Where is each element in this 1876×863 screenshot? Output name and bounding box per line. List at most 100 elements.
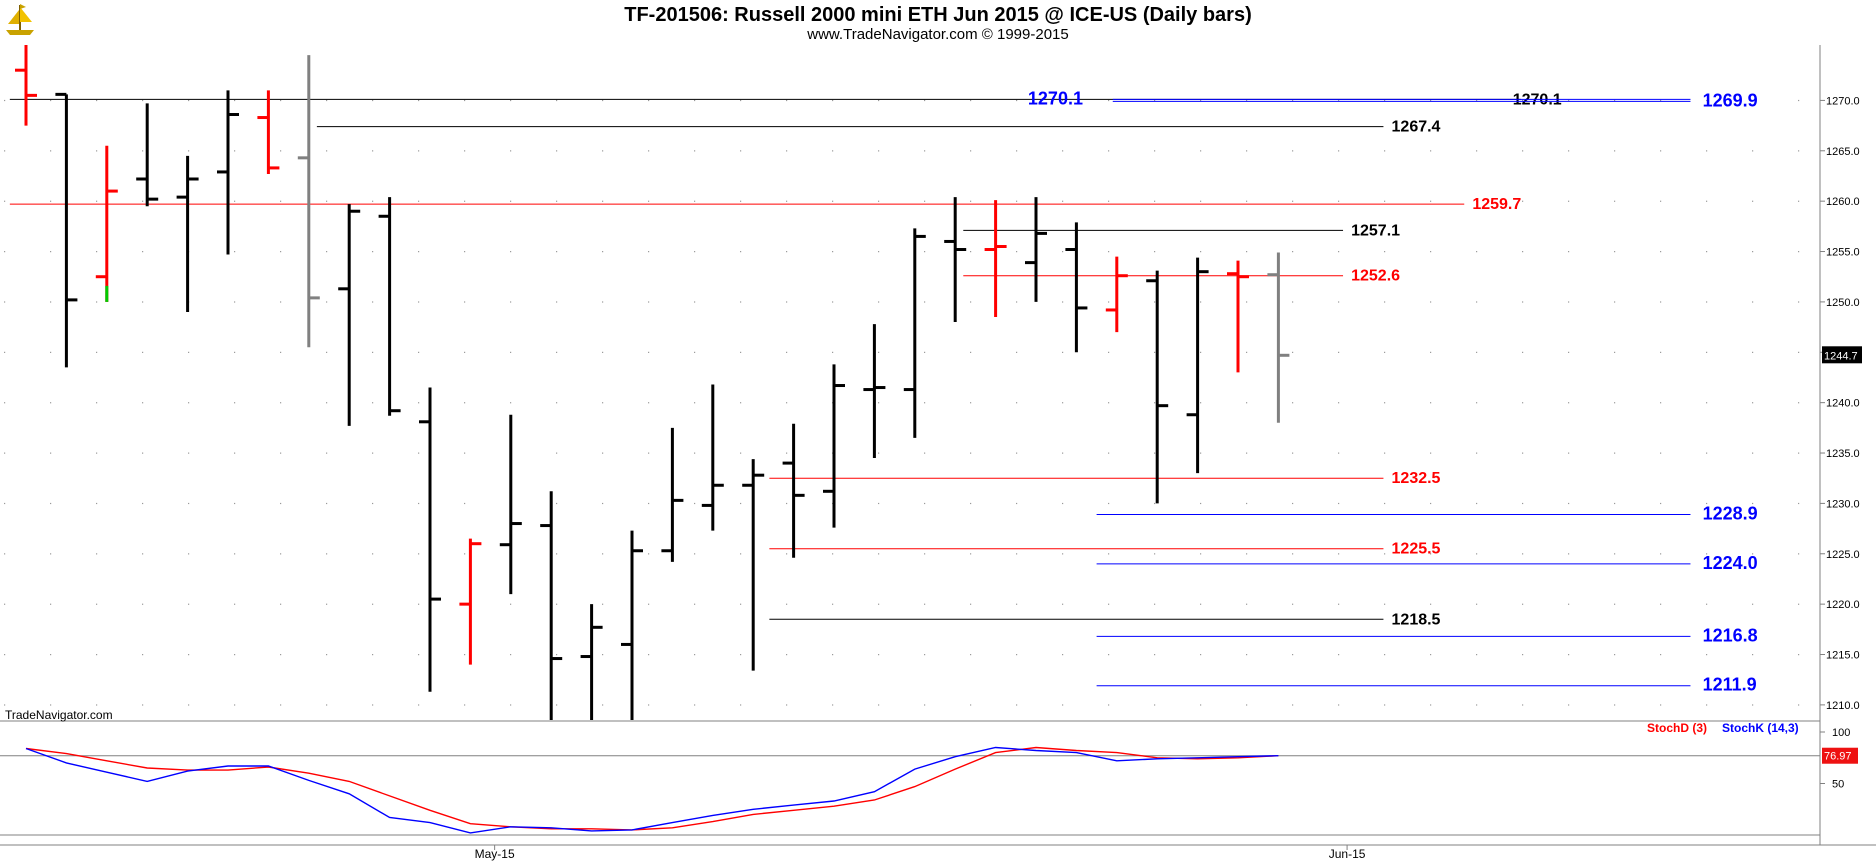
grid-dot xyxy=(1798,251,1800,253)
grid-dot xyxy=(1338,251,1340,253)
grid-dot xyxy=(1246,301,1248,303)
grid-dot xyxy=(1706,402,1708,404)
price-bar xyxy=(540,491,563,720)
grid-dot xyxy=(1476,150,1478,152)
grid-dot xyxy=(96,603,98,605)
grid-dot xyxy=(1108,200,1110,202)
grid-dot xyxy=(418,301,420,303)
grid-dot xyxy=(50,452,52,454)
grid-dot xyxy=(1062,99,1064,102)
price-bar xyxy=(338,204,361,426)
grid-dot xyxy=(234,603,236,605)
grid-dot xyxy=(1246,402,1248,404)
grid-dot xyxy=(1752,402,1754,404)
grid-dot xyxy=(1752,200,1754,202)
grid-dot xyxy=(280,99,282,102)
oscillator-legend-entry: StochK (14,3) xyxy=(1722,721,1799,735)
grid-dot xyxy=(1154,704,1156,706)
y-tick-label: 1235.0 xyxy=(1826,448,1860,460)
grid-dot xyxy=(1430,502,1432,505)
grid-dot xyxy=(648,502,650,505)
grid-dot xyxy=(970,301,972,303)
grid-dot xyxy=(1292,452,1294,454)
oscillator-panel: 100 50 StochD (3) StochK (14,3) 76.97 xyxy=(0,721,1858,836)
grid-dot xyxy=(1200,150,1202,152)
price-bar xyxy=(459,538,482,665)
grid-dot xyxy=(1430,452,1432,454)
level-label: 1232.5 xyxy=(1392,470,1441,487)
grid-dot xyxy=(1568,553,1570,555)
price-bar xyxy=(1105,256,1128,333)
grid-dot xyxy=(4,150,6,152)
grid-dot xyxy=(1154,150,1156,152)
grid-dot xyxy=(1706,452,1708,454)
grid-dot xyxy=(4,200,6,202)
grid-dot xyxy=(694,704,696,706)
grid-dot xyxy=(1614,452,1616,454)
grid-dot xyxy=(694,150,696,152)
level-label: 1259.7 xyxy=(1472,196,1521,213)
grid-dot xyxy=(96,351,98,353)
grid-dot xyxy=(1798,452,1800,454)
level-label: 1270.1 xyxy=(1028,88,1083,108)
grid-dot xyxy=(602,553,604,555)
grid-dot xyxy=(1430,402,1432,404)
grid-dot xyxy=(924,351,926,353)
oscillator-series-line xyxy=(25,746,1279,831)
grid-dot xyxy=(1752,150,1754,152)
grid-dot xyxy=(1292,301,1294,303)
grid-dot xyxy=(234,351,236,353)
grid-dot xyxy=(142,200,144,202)
grid-dot xyxy=(464,150,466,152)
grid-dot xyxy=(464,200,466,202)
grid-dot xyxy=(96,654,98,656)
y-tick-label: 1260.0 xyxy=(1826,196,1860,208)
grid-dot xyxy=(1338,150,1340,152)
grid-dot xyxy=(234,99,236,102)
grid-dot xyxy=(694,502,696,505)
price-bar xyxy=(903,228,926,438)
grid-dot xyxy=(786,301,788,303)
grid-dot xyxy=(372,654,374,656)
oscillator-legend-entry: StochD (3) xyxy=(1647,721,1707,735)
grid-dot xyxy=(4,553,6,555)
grid-dot xyxy=(1430,200,1432,202)
grid-dot xyxy=(372,99,374,102)
grid-dot xyxy=(1430,301,1432,303)
grid-dot xyxy=(878,351,880,353)
grid-dot xyxy=(1522,301,1524,303)
grid-dot xyxy=(1108,704,1110,706)
grid-dot xyxy=(648,654,650,656)
grid-dot xyxy=(142,351,144,353)
grid-dot xyxy=(510,603,512,605)
grid-dot xyxy=(1062,402,1064,404)
grid-dot xyxy=(740,502,742,505)
grid-dot xyxy=(510,99,512,102)
grid-dot xyxy=(1384,452,1386,454)
grid-dot xyxy=(1798,402,1800,404)
grid-dot xyxy=(1522,150,1524,152)
grid-dot xyxy=(188,502,190,505)
grid-dot xyxy=(648,99,650,102)
grid-dot xyxy=(1384,301,1386,303)
grid-dot xyxy=(1062,452,1064,454)
grid-dot xyxy=(142,402,144,404)
grid-dot xyxy=(602,150,604,152)
grid-dot xyxy=(1200,603,1202,605)
grid-dot xyxy=(1706,603,1708,605)
grid-dot xyxy=(1338,553,1340,555)
grid-dot xyxy=(832,150,834,152)
price-bar xyxy=(176,155,199,312)
grid-dot xyxy=(1016,251,1018,253)
grid-dot xyxy=(234,553,236,555)
grid-dot xyxy=(96,150,98,152)
grid-dot xyxy=(648,301,650,303)
grid-dot xyxy=(556,301,558,303)
grid-dot xyxy=(418,452,420,454)
grid-dot xyxy=(1752,502,1754,505)
grid-dot xyxy=(1338,452,1340,454)
grid-dot xyxy=(1476,553,1478,555)
grid-dot xyxy=(326,502,328,505)
grid-dot xyxy=(1476,200,1478,202)
grid-dot xyxy=(740,251,742,253)
